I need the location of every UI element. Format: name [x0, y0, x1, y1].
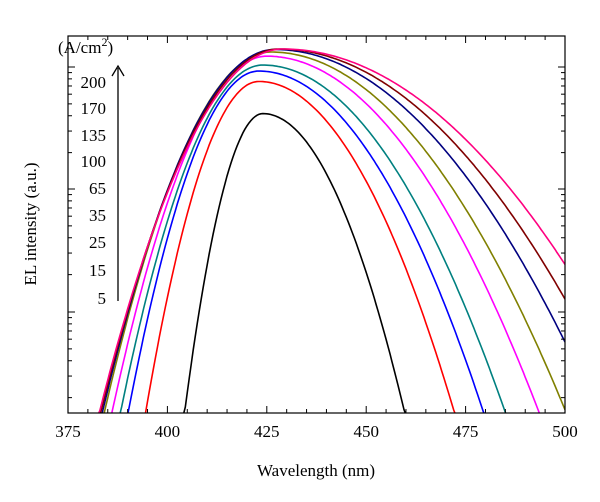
legend: (A/cm2) 200 170 135 100 65 35 25 15 5: [58, 35, 125, 308]
tick-layer: 375 400 425 450 475 500: [55, 36, 578, 441]
legend-entry-200: 200: [81, 73, 107, 92]
x-tick-label: 375: [55, 422, 81, 441]
legend-entry-5: 5: [98, 289, 107, 308]
legend-title: (A/cm2): [58, 35, 113, 57]
y-axis-title: EL intensity (a.u.): [21, 162, 40, 285]
x-tick-label: 475: [453, 422, 479, 441]
x-tick-label: 450: [353, 422, 379, 441]
legend-entry-25: 25: [89, 233, 106, 252]
legend-entry-100: 100: [81, 152, 107, 171]
legend-entry-15: 15: [89, 261, 106, 280]
legend-arrow-head: [111, 64, 125, 77]
x-tick-label: 425: [254, 422, 280, 441]
x-axis-title: Wavelength (nm): [257, 461, 375, 480]
series-line-65: [110, 55, 541, 413]
legend-entry-65: 65: [89, 179, 106, 198]
legend-entry-170: 170: [81, 99, 107, 118]
series-layer: [97, 48, 565, 413]
series-line-200: [97, 48, 565, 413]
x-tick-label: 400: [155, 422, 181, 441]
series-line-5: [182, 112, 407, 413]
legend-entry-35: 35: [89, 206, 106, 225]
series-line-35: [119, 64, 507, 413]
series-line-15: [144, 80, 456, 413]
series-line-25: [127, 70, 486, 413]
plot-frame: [67, 35, 566, 414]
legend-entry-135: 135: [81, 126, 107, 145]
x-tick-label: 500: [552, 422, 578, 441]
